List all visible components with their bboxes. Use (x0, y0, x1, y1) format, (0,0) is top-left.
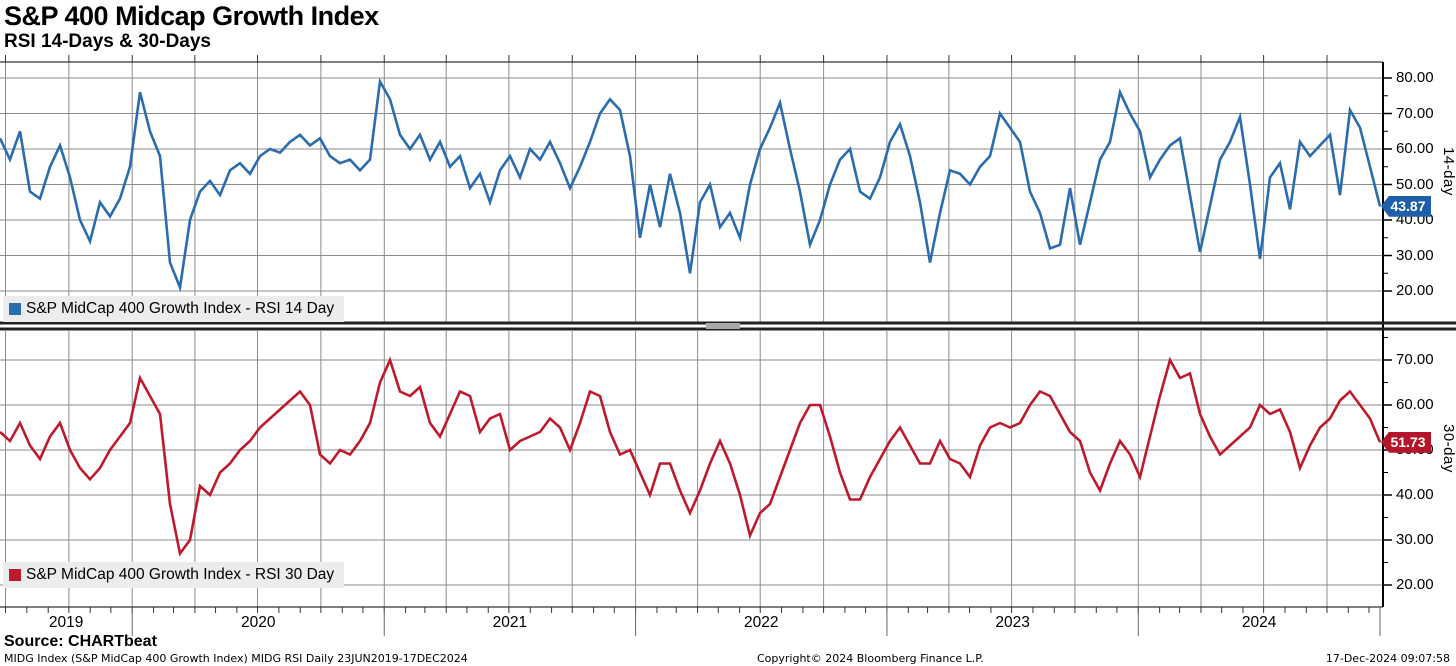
y-tick-label-14day: 60.00 (1396, 140, 1434, 157)
x-axis-year-label: 2020 (240, 614, 276, 631)
panel-divider-handle[interactable] (706, 323, 740, 329)
y-axis-title-30day: 30-day (1440, 424, 1456, 473)
legend-marker-30day-icon (9, 569, 21, 581)
chart-subtitle: RSI 14-Days & 30-Days (4, 31, 211, 52)
y-tick-label-30day: 60.00 (1396, 396, 1434, 413)
legend-label-30day: S&P MidCap 400 Growth Index - RSI 30 Day (26, 566, 335, 583)
x-axis-year-label: 2024 (1241, 614, 1277, 631)
y-tick-label-14day: 70.00 (1396, 104, 1434, 122)
footer-copyright: Copyright© 2024 Bloomberg Finance L.P. (757, 652, 984, 665)
series-line-rsi14 (0, 77, 1382, 293)
last-value-badge-30day: 51.73 (1381, 431, 1431, 453)
legend-label-14day: S&P MidCap 400 Growth Index - RSI 14 Day (26, 300, 335, 317)
x-axis-year-label: 2019 (48, 614, 84, 631)
footer-ticker-info: MIDG Index (S&P MidCap 400 Growth Index)… (4, 652, 468, 665)
y-tick-label-14day: 20.00 (1396, 282, 1434, 299)
x-axis-year-label: 2021 (492, 614, 528, 631)
y-tick-label-14day: 80.00 (1396, 69, 1434, 86)
footer-timestamp: 17-Dec-2024 09:07:58 (1325, 652, 1450, 665)
page-title: S&P 400 Midcap Growth Index (4, 1, 379, 31)
y-tick-label-30day: 20.00 (1396, 576, 1434, 593)
y-tick-label-14day: 30.00 (1396, 246, 1434, 264)
x-axis-year-label: 2023 (995, 614, 1030, 631)
source-line: Source: CHARTbeat (4, 633, 157, 650)
legend-marker-14day-icon (9, 303, 21, 315)
y-tick-label-30day: 30.00 (1396, 531, 1434, 548)
legend-rsi-30day: S&P MidCap 400 Growth Index - RSI 30 Day (3, 562, 345, 588)
legend-rsi-14day: S&P MidCap 400 Growth Index - RSI 14 Day (3, 296, 345, 322)
y-tick-label-30day: 70.00 (1396, 351, 1434, 368)
series-line-rsi30 (0, 356, 1382, 557)
y-tick-label-30day: 40.00 (1396, 486, 1434, 503)
y-axis-title-14day: 14-day (1440, 147, 1456, 196)
x-axis-year-label: 2022 (744, 614, 779, 631)
y-tick-label-14day: 50.00 (1396, 175, 1434, 193)
last-value-badge-14day: 43.87 (1381, 195, 1431, 217)
